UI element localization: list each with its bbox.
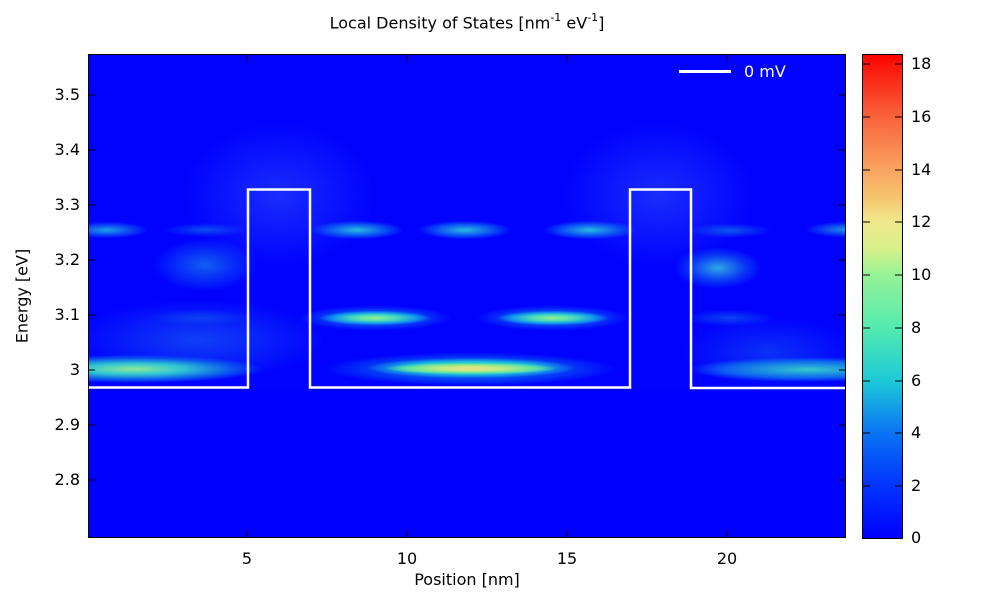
legend: 0 mV <box>679 59 786 83</box>
x-axis-title: Position [nm] <box>414 570 520 589</box>
colorbar-tick-label: 2 <box>911 476 922 495</box>
x-tick-label: 10 <box>396 549 418 568</box>
y-tick-label: 3 <box>69 360 80 379</box>
colorbar-tick-label: 6 <box>911 371 922 390</box>
plot-overlay <box>89 55 845 537</box>
title-superscript: -1 <box>550 11 562 24</box>
colorbar-tick-label: 0 <box>911 528 922 547</box>
title-text: ] <box>598 13 605 33</box>
axis-ticks <box>89 55 845 537</box>
y-tick-label: 3.4 <box>54 140 80 159</box>
x-tick-label: 20 <box>716 549 738 568</box>
title-superscript: -1 <box>587 11 599 24</box>
title-text: eV <box>561 13 588 33</box>
colorbar-tick-label: 14 <box>911 160 932 179</box>
title-text: Local Density of States [nm <box>329 13 551 33</box>
y-tick-label: 2.9 <box>54 415 80 434</box>
potential-profile-line <box>89 188 845 390</box>
x-tick-label: 15 <box>556 549 578 568</box>
colorbar-tick-label: 12 <box>911 212 932 231</box>
y-tick-label: 3.3 <box>54 195 80 214</box>
x-tick-label: 5 <box>241 549 253 568</box>
legend-line-sample <box>679 69 731 73</box>
heatmap-below-bandedge-region <box>89 389 845 537</box>
colorbar-tick-label: 18 <box>911 54 932 73</box>
y-tick-label: 3.2 <box>54 250 80 269</box>
plot-area: 0 mV <box>88 54 846 538</box>
colorbar-tick-label: 16 <box>911 107 932 126</box>
chart-title: Local Density of States [nm-1 eV-1] <box>89 11 845 33</box>
y-tick-label: 2.8 <box>54 470 80 489</box>
colorbar-ticks <box>863 63 902 487</box>
y-tick-label: 3.5 <box>54 85 80 104</box>
colorbar-tick-label: 4 <box>911 423 922 442</box>
colorbar <box>862 54 903 539</box>
legend-label: 0 mV <box>744 61 786 81</box>
y-tick-label: 3.1 <box>54 305 80 324</box>
colorbar-tick-label: 8 <box>911 318 922 337</box>
colorbar-tick-label: 10 <box>911 265 932 284</box>
